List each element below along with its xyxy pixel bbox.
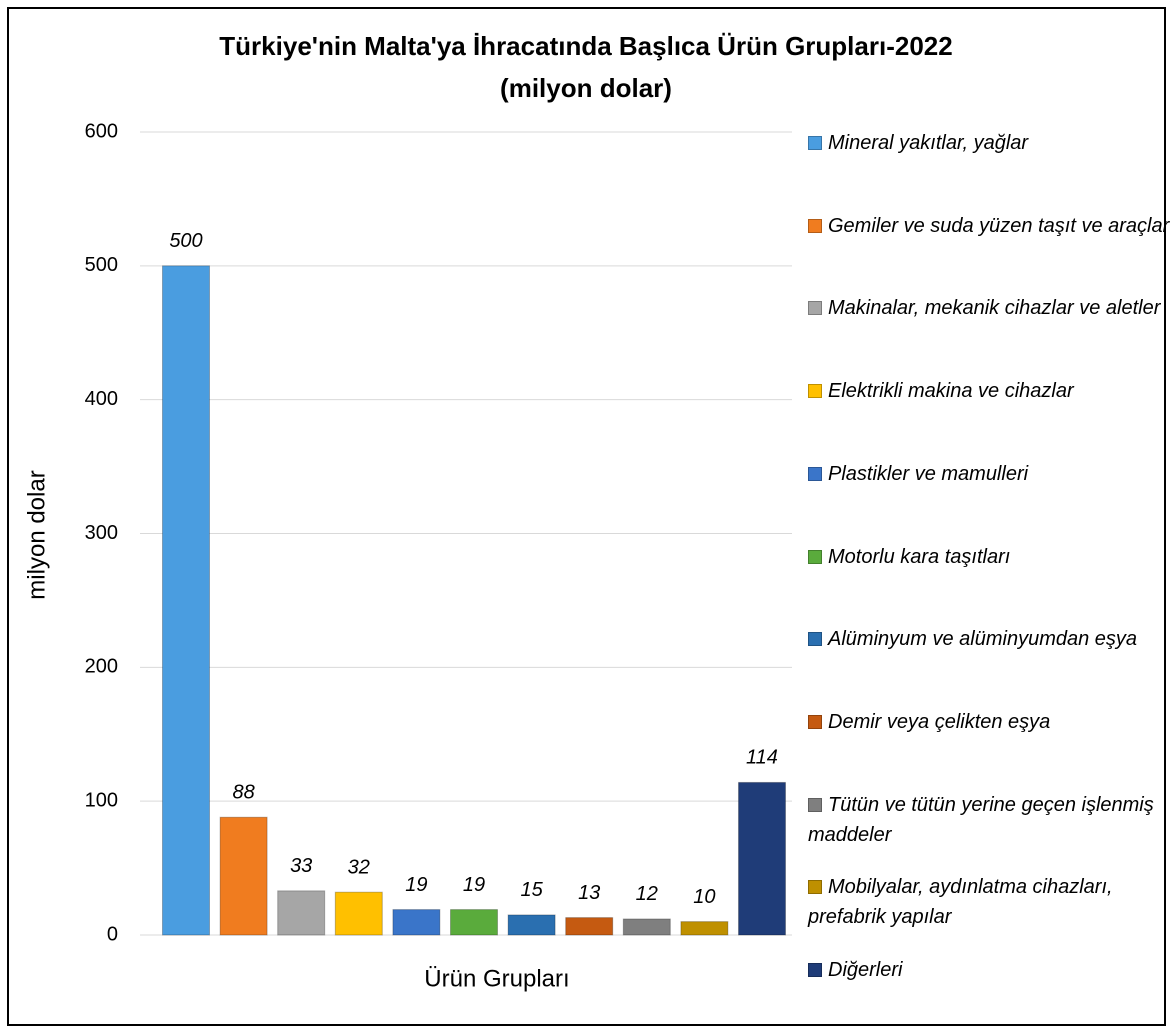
legend-swatch <box>808 549 822 564</box>
legend-label: Alüminyum ve alüminyumdan eşya <box>828 628 1138 651</box>
legend-item: Plastikler ve mamulleri <box>808 459 1170 489</box>
chart-title: Türkiye'nin Malta'ya İhracatında Başlıca… <box>219 31 952 61</box>
x-axis-title: Ürün Grupları <box>424 965 569 992</box>
data-label: 10 <box>693 886 715 908</box>
legend-label: Mineral yakıtlar, yağlar <box>828 132 1029 154</box>
bar <box>622 918 671 936</box>
bar <box>507 914 556 936</box>
legend-swatch <box>808 963 822 977</box>
legend-item: Mineral yakıtlar, yağlar <box>808 128 1170 158</box>
y-tick-label: 100 <box>85 789 118 811</box>
legend-swatch <box>808 632 822 647</box>
data-label: 500 <box>169 230 202 252</box>
legend-swatch <box>808 714 822 729</box>
data-label: 19 <box>463 874 485 896</box>
legend-label: Demir veya çelikten eşya <box>828 710 1051 733</box>
bar <box>565 917 614 936</box>
legend-label: Diğerleri <box>828 959 903 981</box>
data-label: 12 <box>636 883 658 905</box>
legend-swatch <box>808 880 822 895</box>
data-label: 32 <box>348 856 370 878</box>
bar <box>334 891 383 936</box>
data-label: 114 <box>746 747 778 769</box>
data-label: 15 <box>520 879 543 901</box>
bar <box>162 265 210 936</box>
legend-label: Tütün ve tütün yerine geçen işlenmiş mad… <box>808 793 1154 846</box>
bar <box>277 890 326 936</box>
bar <box>738 781 786 936</box>
legend-swatch <box>808 797 822 812</box>
legend-label: Gemiler ve suda yüzen taşıt ve araçlar <box>828 214 1170 237</box>
legend-item: Mobilyalar, aydınlatma cihazları, prefab… <box>808 872 1170 932</box>
bar <box>219 816 268 936</box>
y-tick-label: 600 <box>85 120 118 142</box>
y-tick-label: 0 <box>107 923 118 945</box>
legend-item: Alüminyum ve alüminyumdan eşya <box>808 624 1170 654</box>
legend-item: Gemiler ve suda yüzen taşıt ve araçlar <box>808 211 1170 241</box>
legend-item: Demir veya çelikten eşya <box>808 707 1170 737</box>
data-label: 13 <box>578 882 600 904</box>
legend-label: Plastikler ve mamulleri <box>828 462 1029 485</box>
y-tick-label: 200 <box>85 656 118 678</box>
y-tick-label: 300 <box>85 522 118 544</box>
data-label: 88 <box>232 782 254 804</box>
chart-subtitle: (milyon dolar) <box>500 73 672 103</box>
data-label: 19 <box>405 874 427 896</box>
legend-label: Makinalar, mekanik cihazlar ve aletler <box>828 297 1161 320</box>
legend-swatch <box>808 384 822 399</box>
data-label: 33 <box>290 855 312 877</box>
legend-label: Motorlu kara taşıtları <box>828 545 1011 568</box>
legend-item: Tütün ve tütün yerine geçen işlenmiş mad… <box>808 790 1170 850</box>
y-tick-label: 500 <box>85 254 118 276</box>
legend-label: Mobilyalar, aydınlatma cihazları, prefab… <box>808 876 1113 929</box>
bar <box>680 921 729 936</box>
legend-item: Makinalar, mekanik cihazlar ve aletler <box>808 293 1170 323</box>
legend-item: Diğerleri <box>808 955 1170 985</box>
legend-swatch <box>808 466 822 481</box>
legend-label: Elektrikli makina ve cihazlar <box>828 380 1074 403</box>
y-tick-label: 400 <box>85 388 118 410</box>
legend-swatch <box>808 301 822 316</box>
y-axis-title: milyon dolar <box>23 470 50 599</box>
bar <box>392 909 441 936</box>
legend-item: Elektrikli makina ve cihazlar <box>808 376 1170 406</box>
legend-swatch <box>808 136 822 150</box>
bar <box>450 909 498 936</box>
legend-item: Motorlu kara taşıtları <box>808 542 1170 572</box>
legend-swatch <box>808 218 822 233</box>
